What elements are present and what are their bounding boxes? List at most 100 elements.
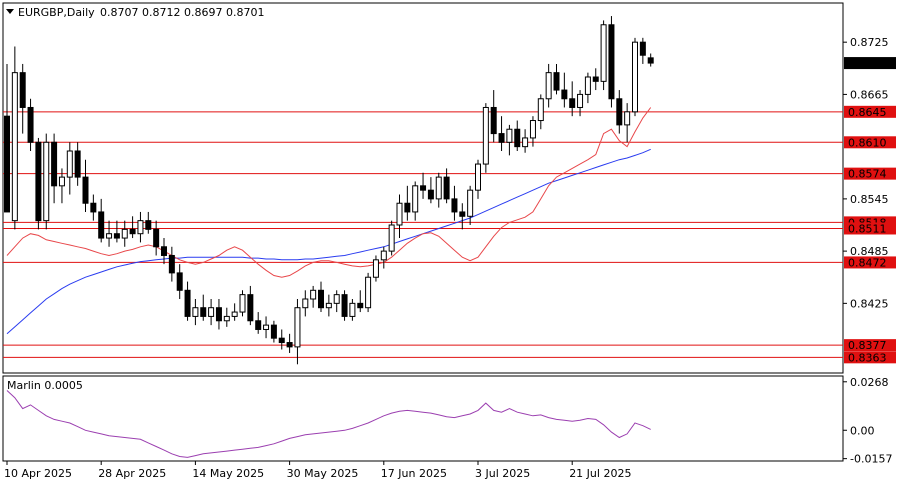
candle-body: [263, 324, 270, 330]
date-tick-label: 17 Jun 2025: [381, 467, 447, 480]
candle-body: [113, 233, 120, 239]
date-tick-label: 30 May 2025: [287, 467, 359, 480]
price-tick-label: 0.8425: [850, 297, 889, 310]
candle-body: [545, 72, 552, 100]
candle-body: [553, 72, 560, 91]
candle-body: [82, 176, 89, 204]
candle-body: [639, 41, 646, 56]
level-label: 0.8472: [848, 256, 887, 269]
candle-body: [19, 72, 26, 108]
candle-body: [58, 176, 65, 187]
candle-body: [412, 185, 419, 213]
candle-body: [215, 307, 222, 322]
candle-body: [27, 106, 34, 143]
candle-body: [537, 98, 544, 122]
candle-body: [66, 150, 73, 178]
candle-body: [380, 250, 387, 261]
candle-body: [427, 189, 434, 200]
candle-body: [333, 294, 340, 304]
candle-body: [569, 98, 576, 108]
current-price-label: 0.8701: [848, 57, 887, 70]
candle-body: [459, 211, 466, 217]
candle-body: [498, 133, 505, 143]
level-label-box: [844, 351, 896, 364]
level-label: 0.8363: [848, 351, 887, 364]
candle-body: [98, 211, 105, 239]
level-label: 0.8610: [848, 136, 887, 149]
price-panel-frame: [2, 2, 844, 374]
candle-body: [632, 41, 638, 113]
candle-body: [388, 224, 395, 252]
candle-body: [482, 106, 489, 165]
candle-body: [577, 93, 584, 108]
osc-tick-label: 0.0268: [850, 376, 889, 389]
level-label: 0.8645: [848, 106, 887, 119]
candle-body: [443, 176, 450, 200]
candle-body: [310, 289, 317, 300]
candle-body: [529, 120, 536, 139]
candle-body: [184, 289, 191, 317]
candle-body: [357, 302, 364, 309]
candle-body: [624, 111, 631, 126]
level-label-box: [844, 256, 896, 269]
date-tick-label: 21 Jul 2025: [569, 467, 631, 480]
candle-body: [208, 307, 215, 317]
candle-body: [600, 24, 607, 82]
candle-body: [121, 228, 128, 239]
candle-body: [35, 141, 42, 222]
level-label-box: [844, 339, 896, 352]
current-price-box: [844, 57, 896, 70]
candle-body: [278, 337, 285, 344]
candle-body: [396, 202, 403, 226]
date-tick-label: 14 May 2025: [192, 467, 264, 480]
oscillator-title: Marlin 0.0005: [7, 379, 83, 392]
ohlc-values-label: 0.8707 0.8712 0.8697 0.8701: [100, 6, 264, 19]
level-label: 0.8377: [848, 339, 887, 352]
candle-body: [90, 202, 97, 213]
candle-body: [467, 189, 474, 217]
candle-body: [43, 141, 50, 222]
candle-body: [51, 141, 58, 187]
level-label-box: [844, 222, 896, 235]
level-label: 0.8511: [848, 222, 887, 235]
price-tick-label: 0.8485: [850, 245, 889, 258]
candle-body: [255, 320, 262, 330]
candle-body: [145, 220, 152, 230]
date-tick-label: 28 Apr 2025: [98, 467, 166, 480]
ma-slow-line: [6, 148, 651, 335]
price-tick-label: 0.8725: [850, 36, 889, 49]
date-tick-label: 3 Jul 2025: [475, 467, 530, 480]
symbol-timeframe-label: EURGBP,Daily: [18, 6, 95, 19]
oscillator-panel-frame: [2, 375, 844, 462]
candle-body: [302, 298, 309, 309]
candle-body: [561, 89, 568, 100]
candle-body: [349, 302, 356, 317]
ma-fast-line: [6, 107, 652, 278]
candle-body: [584, 76, 591, 95]
candle-body: [506, 128, 513, 143]
candle-body: [247, 294, 254, 322]
candle-body: [514, 128, 521, 148]
candle-body: [231, 311, 238, 317]
candle-body: [192, 307, 199, 317]
candle-body: [490, 106, 497, 135]
dropdown-triangle-icon: [6, 9, 14, 14]
level-label-box: [844, 167, 896, 180]
candle-body: [270, 324, 277, 339]
candle-body: [318, 289, 324, 309]
candle-body: [341, 294, 348, 317]
price-tick-label: 0.8665: [850, 88, 889, 101]
candle-body: [522, 137, 529, 148]
candle-body: [168, 254, 175, 274]
candle-body: [137, 220, 144, 235]
candle-body: [616, 98, 623, 126]
candle-body: [4, 115, 10, 213]
level-label-box: [844, 105, 896, 118]
candle-body: [153, 228, 160, 248]
candle-body: [223, 315, 230, 322]
osc-tick-label: 0.00: [850, 424, 875, 437]
candle-body: [239, 294, 246, 313]
candle-body: [106, 233, 113, 239]
